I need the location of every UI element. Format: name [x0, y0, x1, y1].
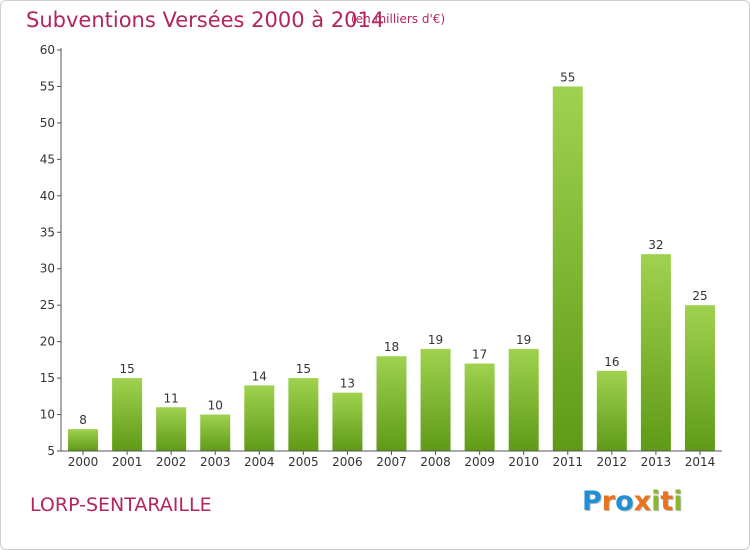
bar-value-label: 32 [648, 238, 663, 252]
bar-value-label: 13 [340, 377, 355, 391]
x-tick-label: 2010 [508, 455, 539, 469]
bar-2011 [552, 86, 583, 452]
y-tick-label: 15 [40, 371, 55, 385]
bar-value-label: 14 [252, 369, 267, 383]
bar-value-label: 17 [472, 348, 487, 362]
bar-value-label: 25 [692, 289, 707, 303]
x-tick-label: 2005 [288, 455, 319, 469]
logo-letter: o [615, 486, 634, 517]
y-tick-label: 60 [40, 43, 55, 57]
bar-2003 [200, 414, 231, 451]
x-tick-label: 2009 [464, 455, 495, 469]
bar-value-label: 15 [119, 362, 134, 376]
bars: 8 15 11 10 14 15 13 18 19 17 19 55 16 32 25 [68, 70, 715, 452]
bar-value-label: 10 [208, 399, 223, 413]
bar-value-label: 18 [384, 340, 399, 354]
bar-2007 [376, 356, 407, 451]
bar-value-label: 16 [604, 355, 619, 369]
bar-value-label: 19 [428, 333, 443, 347]
y-tick-label: 30 [40, 262, 55, 276]
x-tick-label: 2000 [68, 455, 99, 469]
x-tick-label: 2011 [552, 455, 583, 469]
chart-title: Subventions Versées 2000 à 2014 [26, 8, 385, 32]
y-tick-label: 45 [40, 152, 55, 166]
y-tick-label: 5 [47, 444, 55, 458]
x-tick-label: 2001 [112, 455, 143, 469]
bar-2006 [332, 392, 363, 451]
bar-value-label: 55 [560, 70, 575, 84]
bar-value-label: 19 [516, 333, 531, 347]
logo-letter: P [582, 486, 602, 517]
proxiti-logo[interactable]: Proxiti [582, 486, 683, 517]
y-tick-label: 25 [40, 298, 55, 312]
x-tick-label: 2004 [244, 455, 275, 469]
logo-letter: r [601, 486, 616, 517]
logo-letter: i [673, 486, 683, 517]
bar-2002 [156, 407, 187, 451]
place-name: LORP-SENTARAILLE [30, 494, 212, 516]
bar-value-label: 15 [296, 362, 311, 376]
y-tick-label: 40 [40, 189, 55, 203]
x-axis: 2000 2001 2002 2003 2004 2005 2006 2007 2008 2009… [61, 450, 722, 469]
x-tick-label: 2014 [685, 455, 716, 469]
x-tick-label: 2012 [597, 455, 628, 469]
y-tick-label: 55 [40, 79, 55, 93]
y-tick-label: 10 [40, 408, 55, 422]
y-tick-label: 35 [40, 225, 55, 239]
bar-2005 [288, 378, 319, 451]
logo-letter: x [633, 486, 652, 517]
y-tick-label: 50 [40, 116, 55, 130]
chart-subtitle: (en milliers d'€) [351, 12, 446, 26]
bar-2001 [112, 378, 143, 451]
bar-2009 [464, 363, 495, 451]
x-tick-label: 2007 [376, 455, 407, 469]
x-tick-label: 2003 [200, 455, 231, 469]
x-tick-label: 2006 [332, 455, 363, 469]
bar-2014 [684, 305, 715, 451]
x-tick-label: 2013 [641, 455, 672, 469]
bar-value-label: 11 [164, 391, 179, 405]
y-axis: 5 10 15 20 25 30 35 40 45 50 55 60 [40, 43, 62, 458]
bar-2013 [640, 254, 671, 451]
logo-letter: t [660, 486, 674, 517]
x-tick-label: 2002 [156, 455, 187, 469]
bar-value-label: 8 [79, 413, 87, 427]
y-tick-label: 20 [40, 335, 55, 349]
x-tick-label: 2008 [420, 455, 451, 469]
bar-2000 [68, 429, 99, 451]
bar-2010 [508, 348, 539, 451]
bar-2012 [596, 370, 627, 451]
logo-letter: i [651, 486, 661, 517]
bar-2008 [420, 348, 451, 451]
bar-2004 [244, 385, 275, 451]
